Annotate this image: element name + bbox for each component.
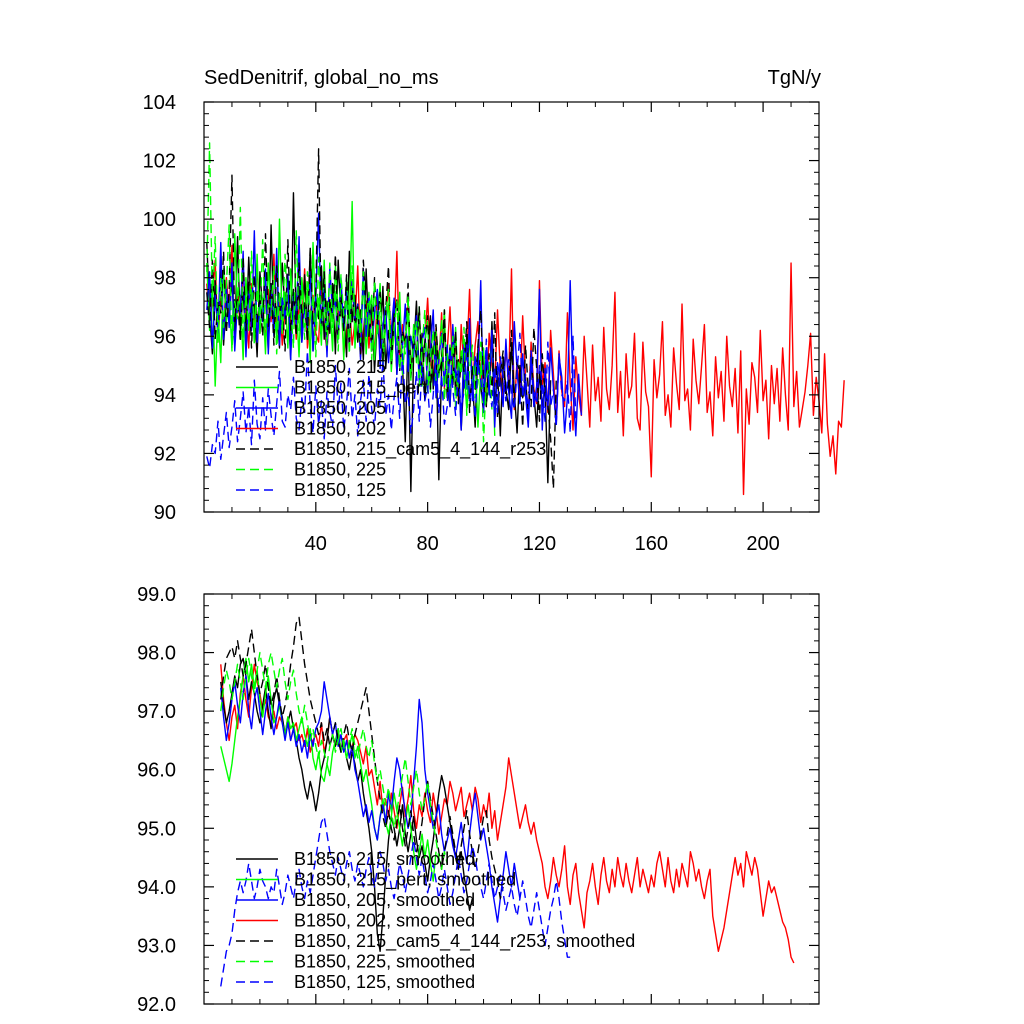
legend-label: B1850, 215_cam5_4_144_r253 bbox=[294, 439, 546, 460]
legend-label: B1850, 215 bbox=[294, 357, 386, 377]
y-tick-label: 92 bbox=[154, 443, 176, 465]
series-line-b1850-125-smoothed bbox=[220, 815, 571, 987]
y-tick-label: 100 bbox=[143, 209, 176, 231]
y-tick-label: 94 bbox=[154, 385, 176, 407]
y-tick-label: 93.0 bbox=[137, 935, 176, 957]
top-panel-title: SedDenitrif, global_no_ms bbox=[204, 67, 439, 89]
x-tick-label: 120 bbox=[523, 533, 556, 555]
y-tick-label: 97.0 bbox=[137, 701, 176, 723]
x-tick-label: 200 bbox=[746, 533, 779, 555]
legend-label: B1850, 202, smoothed bbox=[294, 911, 475, 931]
top-panel-units: TgN/y bbox=[768, 67, 821, 89]
top-panel: SedDenitrif, global_no_ms TgN/y 90 92 94 96… bbox=[143, 67, 845, 555]
y-tick-label: 98.0 bbox=[137, 643, 176, 665]
y-tick-label: 90 bbox=[154, 502, 176, 524]
series-line-b1850-205 bbox=[206, 212, 583, 437]
series-line-b1850-215-pert-smoothed bbox=[220, 657, 437, 882]
series-line-b1850-125 bbox=[206, 332, 577, 469]
series-line-b1850-202-smoothed bbox=[220, 663, 795, 964]
x-tick-label: 160 bbox=[635, 533, 668, 555]
bottom-panel-axes: 92.0 93.0 94.0 95.0 96.0 97.0 98.0 99.0 bbox=[137, 584, 820, 1016]
legend-label: B1850, 215_pert, smoothed bbox=[294, 870, 516, 891]
series-line-b1850-215-cam5-4-144-r253-smoothed bbox=[220, 616, 504, 900]
legend-label: B1850, 225, smoothed bbox=[294, 952, 475, 972]
legend-label: B1850, 205, smoothed bbox=[294, 890, 475, 910]
legend-label: B1850, 205 bbox=[294, 398, 386, 418]
legend-label: B1850, 215, smoothed bbox=[294, 849, 475, 869]
legend-label: B1850, 215_cam5_4_144_r253, smoothed bbox=[294, 931, 635, 952]
top-panel-series-group bbox=[206, 142, 845, 496]
y-tick-label: 96 bbox=[154, 326, 176, 348]
y-tick-label: 94.0 bbox=[137, 877, 176, 899]
y-tick-label: 95.0 bbox=[137, 818, 176, 840]
top-panel-axes: 90 92 94 96 98 100 102 104 40 80 120 160 200 bbox=[143, 92, 820, 555]
y-tick-label: 104 bbox=[143, 92, 176, 114]
legend-label: B1850, 125 bbox=[294, 480, 386, 500]
series-line-b1850-225-smoothed bbox=[220, 651, 448, 870]
bottom-panel-series-group bbox=[220, 616, 795, 987]
legend-label: B1850, 125, smoothed bbox=[294, 972, 475, 992]
y-tick-label: 92.0 bbox=[137, 994, 176, 1016]
series-line-b1850-205-smoothed bbox=[220, 675, 521, 923]
x-tick-label: 40 bbox=[305, 533, 327, 555]
bottom-panel: 92.0 93.0 94.0 95.0 96.0 97.0 98.0 99.0 B1850, … bbox=[137, 584, 820, 1016]
y-tick-label: 96.0 bbox=[137, 760, 176, 782]
legend-label: B1850, 202 bbox=[294, 419, 386, 439]
legend-label: B1850, 225 bbox=[294, 460, 386, 480]
y-tick-label: 102 bbox=[143, 151, 176, 173]
y-tick-label: 98 bbox=[154, 268, 176, 290]
legend-label: B1850, 215_pert bbox=[294, 378, 427, 399]
y-tick-label: 99.0 bbox=[137, 584, 176, 606]
x-tick-label: 80 bbox=[417, 533, 439, 555]
